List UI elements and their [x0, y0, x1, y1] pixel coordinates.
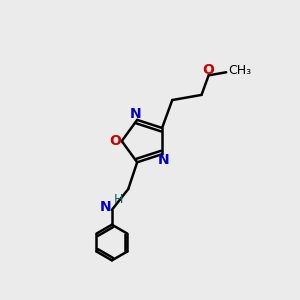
Text: O: O	[203, 63, 214, 77]
Text: H: H	[114, 193, 123, 206]
Text: N: N	[130, 107, 142, 121]
Text: N: N	[100, 200, 111, 214]
Text: N: N	[158, 153, 170, 167]
Text: CH₃: CH₃	[228, 64, 251, 77]
Text: O: O	[109, 134, 121, 148]
